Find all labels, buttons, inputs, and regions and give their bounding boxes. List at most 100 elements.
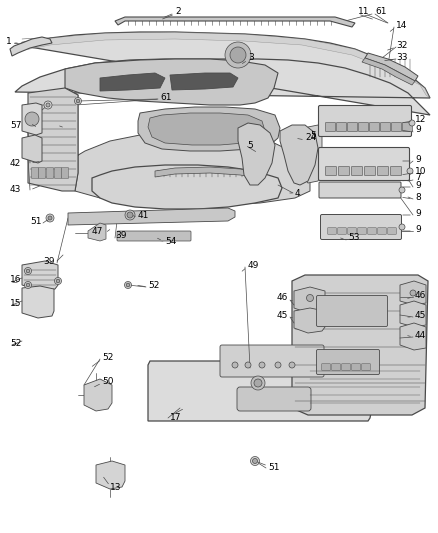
Polygon shape [88,223,106,241]
Text: 14: 14 [396,20,407,29]
Polygon shape [238,123,275,185]
Text: 24: 24 [305,133,316,142]
Text: 51: 51 [268,464,279,472]
Circle shape [26,269,30,273]
Text: 2: 2 [175,7,180,17]
Text: 5: 5 [310,131,316,140]
Polygon shape [400,323,426,350]
Text: 17: 17 [170,414,181,423]
Polygon shape [170,73,238,90]
Polygon shape [365,53,418,81]
Circle shape [407,168,413,174]
Text: 4: 4 [295,189,300,198]
Text: 11: 11 [358,7,370,17]
Text: 50: 50 [102,376,113,385]
Text: 57: 57 [10,120,21,130]
Text: 33: 33 [396,52,407,61]
FancyBboxPatch shape [378,228,386,235]
Text: 13: 13 [110,483,121,492]
Text: 61: 61 [160,93,172,101]
Text: 41: 41 [138,211,149,220]
Circle shape [232,362,238,368]
FancyBboxPatch shape [220,345,324,377]
Circle shape [54,278,61,285]
Circle shape [399,224,405,230]
Circle shape [259,362,265,368]
FancyBboxPatch shape [348,228,356,235]
FancyBboxPatch shape [381,123,391,132]
Text: 39: 39 [115,231,127,240]
FancyBboxPatch shape [117,231,191,241]
Polygon shape [294,308,325,333]
Polygon shape [115,17,355,27]
Text: 3: 3 [248,53,254,62]
FancyBboxPatch shape [61,167,68,179]
FancyBboxPatch shape [317,295,388,327]
Text: 52: 52 [10,338,21,348]
FancyBboxPatch shape [325,166,336,175]
Text: 10: 10 [415,166,427,175]
Circle shape [307,295,314,302]
Polygon shape [22,103,42,135]
Polygon shape [100,73,165,91]
Polygon shape [10,37,52,56]
Polygon shape [280,125,318,185]
Text: 9: 9 [415,224,421,233]
Polygon shape [96,461,125,489]
FancyBboxPatch shape [358,228,366,235]
Polygon shape [294,287,325,313]
FancyBboxPatch shape [332,364,340,370]
Circle shape [252,458,258,464]
Text: 47: 47 [92,227,103,236]
Polygon shape [22,261,58,291]
Polygon shape [22,135,42,163]
Text: 1: 1 [6,36,12,45]
Polygon shape [92,165,282,209]
FancyBboxPatch shape [358,123,368,132]
Circle shape [399,187,405,193]
Circle shape [56,279,60,283]
Polygon shape [148,113,265,145]
Polygon shape [28,88,78,191]
Text: 12: 12 [415,115,426,124]
FancyBboxPatch shape [352,166,363,175]
Circle shape [275,362,281,368]
Text: 49: 49 [248,261,259,270]
FancyBboxPatch shape [392,123,402,132]
Text: 9: 9 [415,125,421,134]
Circle shape [46,103,50,107]
Text: 46: 46 [415,290,426,300]
Text: 9: 9 [415,208,421,217]
FancyBboxPatch shape [321,214,402,239]
Circle shape [25,281,32,288]
Circle shape [25,268,32,274]
Text: 42: 42 [10,158,21,167]
Circle shape [410,290,416,296]
Text: 54: 54 [165,237,177,246]
Polygon shape [18,32,430,98]
FancyBboxPatch shape [339,166,350,175]
Circle shape [74,98,81,104]
FancyBboxPatch shape [39,167,46,179]
Circle shape [25,112,39,126]
FancyBboxPatch shape [403,123,413,132]
Text: 46: 46 [277,294,288,303]
FancyBboxPatch shape [378,166,389,175]
Text: 9: 9 [415,181,421,190]
Polygon shape [65,88,310,205]
FancyBboxPatch shape [367,228,376,235]
Circle shape [251,456,259,465]
Polygon shape [84,379,112,411]
Text: 51: 51 [31,216,42,225]
Circle shape [409,120,415,126]
Circle shape [26,283,30,287]
Circle shape [225,42,251,68]
FancyBboxPatch shape [391,166,402,175]
Polygon shape [22,286,54,318]
Circle shape [76,99,80,103]
Circle shape [254,379,262,387]
Text: 44: 44 [415,330,426,340]
Circle shape [125,210,135,220]
Text: 9: 9 [415,155,421,164]
FancyBboxPatch shape [46,167,53,179]
